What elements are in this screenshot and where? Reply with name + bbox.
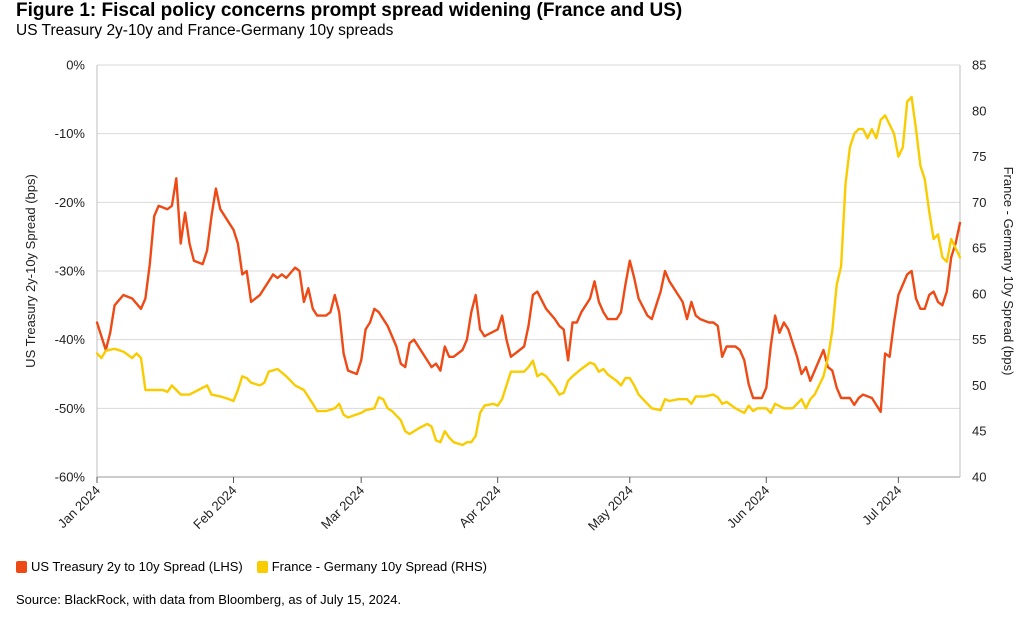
x-tick-label: Apr 2024 xyxy=(456,483,504,531)
right-tick-label: 45 xyxy=(972,424,986,439)
legend-swatch-us xyxy=(16,560,27,573)
legend-item-us: US Treasury 2y to 10y Spread (LHS) xyxy=(16,559,243,574)
x-tick-label: Jun 2024 xyxy=(724,483,772,531)
right-axis-title: France - Germany 10y Spread (bps) xyxy=(1001,167,1016,376)
left-tick-label: -40% xyxy=(55,332,86,347)
left-axis-title: US Treasury 2y-10y Spread (bps) xyxy=(23,174,38,368)
legend-label-us: US Treasury 2y to 10y Spread (LHS) xyxy=(31,559,243,574)
x-tick-label: Feb 2024 xyxy=(190,483,239,532)
chart-subtitle: US Treasury 2y-10y and France-Germany 10… xyxy=(16,22,394,39)
series-group xyxy=(95,95,962,447)
left-tick-label: -20% xyxy=(55,195,86,210)
right-tick-label: 50 xyxy=(972,378,986,393)
left-tick-label: -50% xyxy=(55,401,86,416)
left-tick-label: -60% xyxy=(55,470,86,485)
legend-item-fr: France - Germany 10y Spread (RHS) xyxy=(256,559,487,574)
legend-label-fr: France - Germany 10y Spread (RHS) xyxy=(271,559,487,574)
x-axis: Jan 2024 Feb 2024 Mar 2024 Apr 2024 May 2024… xyxy=(55,65,961,534)
right-tick-label: 75 xyxy=(972,149,986,164)
right-tick-label: 70 xyxy=(972,195,986,210)
x-tick-label: Mar 2024 xyxy=(318,483,367,532)
left-tick-label: 0% xyxy=(66,58,85,73)
left-tick-label: -10% xyxy=(55,126,86,141)
x-tick-label: Jan 2024 xyxy=(55,483,103,531)
right-tick-label: 85 xyxy=(972,58,986,73)
legend: US Treasury 2y to 10y Spread (LHS) Franc… xyxy=(16,559,501,574)
left-tick-label: -30% xyxy=(55,264,86,279)
right-tick-label: 65 xyxy=(972,241,986,256)
right-tick-label: 60 xyxy=(972,286,986,301)
gridlines xyxy=(97,64,960,478)
right-tick-label: 80 xyxy=(972,103,986,118)
source-note: Source: BlackRock, with data from Bloomb… xyxy=(16,592,402,607)
left-y-axis: 0% -10% -20% -30% -40% -50% -60% xyxy=(55,58,86,485)
france-germany-spread-line xyxy=(95,95,962,447)
right-tick-label: 40 xyxy=(972,470,986,485)
legend-swatch-fr xyxy=(256,560,268,573)
chart-title: Figure 1: Fiscal policy concerns prompt … xyxy=(16,0,683,21)
x-tick-label: Jul 2024 xyxy=(859,483,904,528)
us-treasury-spread-line xyxy=(95,177,962,413)
right-tick-label: 55 xyxy=(972,332,986,347)
x-tick-label: May 2024 xyxy=(585,483,636,534)
right-y-axis: 85 80 75 70 65 60 55 50 45 40 xyxy=(972,58,986,485)
